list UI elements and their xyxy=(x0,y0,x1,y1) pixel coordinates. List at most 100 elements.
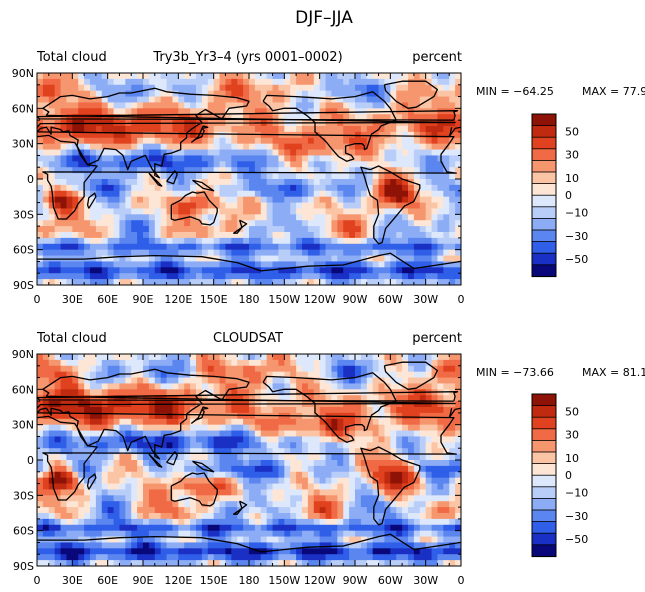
top-field-cell xyxy=(437,196,444,203)
top-field-cell xyxy=(190,126,197,133)
bottom-field-cell xyxy=(272,371,279,378)
top-field-cell xyxy=(455,167,462,174)
top-field-cell xyxy=(266,108,273,115)
top-field-cell xyxy=(196,243,203,251)
bottom-field-cell xyxy=(437,471,444,479)
top-field-cell xyxy=(325,173,332,180)
bottom-field-cell xyxy=(384,371,391,378)
top-field-cell xyxy=(437,202,444,209)
bottom-field-cell xyxy=(290,465,297,473)
top-field-cell xyxy=(449,261,456,268)
top-field-cell xyxy=(184,102,191,109)
bottom-field-cell xyxy=(319,395,326,402)
bottom-field-cell xyxy=(225,460,232,467)
bottom-field-cell xyxy=(337,377,344,384)
bottom-field-cell xyxy=(178,430,185,437)
top-field-cell xyxy=(396,190,403,198)
top-field-cell xyxy=(78,84,85,92)
top-field-cell xyxy=(243,184,250,192)
bottom-field-cell xyxy=(249,501,256,508)
top-field-cell xyxy=(201,149,209,156)
bottom-field-cell xyxy=(90,359,97,367)
bottom-field-cell xyxy=(66,454,73,461)
top-field-cell xyxy=(266,255,273,262)
bottom-field-cell xyxy=(154,477,162,484)
top-field-cell xyxy=(331,273,338,280)
top-field-cell xyxy=(325,161,332,168)
bottom-field-cell xyxy=(125,371,132,378)
top-field-cell xyxy=(78,102,85,109)
bottom-field-cell xyxy=(213,454,220,461)
bottom-field-cell xyxy=(54,524,61,532)
bottom-field-cell xyxy=(219,354,226,361)
top-field-cell xyxy=(390,161,397,168)
top-field-cell xyxy=(60,90,67,97)
top-field-cell xyxy=(249,179,256,186)
bottom-field-cell xyxy=(260,371,268,378)
top-field-cell xyxy=(390,78,397,86)
top-field-cell xyxy=(254,84,262,92)
bottom-field-cell xyxy=(48,495,56,502)
top-field-cell xyxy=(225,143,232,150)
top-field-cell xyxy=(372,214,379,221)
bottom-field-cell xyxy=(296,448,303,455)
top-field-cell xyxy=(125,267,132,274)
top-field-cell xyxy=(331,202,338,209)
bottom-field-cell xyxy=(425,395,432,402)
top-field-cell xyxy=(402,137,409,145)
bottom-field-cell xyxy=(278,471,285,479)
top-field-cell xyxy=(137,243,144,251)
top-field-cell xyxy=(219,90,226,97)
bottom-field-cell xyxy=(84,471,91,479)
bottom-field-cell xyxy=(443,377,450,384)
top-field-cell xyxy=(84,214,91,221)
top-field-cell xyxy=(313,114,321,121)
bottom-field-cell xyxy=(355,395,362,402)
bottom-field-cell xyxy=(307,436,315,443)
top-field-cell xyxy=(207,220,215,227)
bottom-field-cell xyxy=(54,501,61,508)
bottom-field-cell xyxy=(284,371,291,378)
bottom-field-cell xyxy=(260,477,268,484)
top-field-cell xyxy=(307,255,315,262)
top-field-cell xyxy=(319,161,326,168)
top-field-cell xyxy=(378,202,385,209)
bottom-field-cell xyxy=(225,518,232,526)
bottom-field-cell xyxy=(60,471,67,479)
top-field-cell xyxy=(166,184,173,192)
top-field-cell xyxy=(343,273,350,280)
bottom-field-cell xyxy=(296,359,303,367)
top-field-cell xyxy=(443,78,450,86)
bottom-field-cell xyxy=(184,430,191,437)
top-field-cell xyxy=(266,226,273,233)
top-field-cell xyxy=(272,232,279,239)
top-field-cell xyxy=(172,149,179,156)
top-field-cell xyxy=(443,214,450,221)
top-field-cell xyxy=(54,108,61,115)
top-field-cell xyxy=(331,78,338,86)
top-field-cell xyxy=(201,273,209,280)
bottom-field-cell xyxy=(84,465,91,473)
top-field-cell xyxy=(207,196,215,203)
top-field-cell xyxy=(396,214,403,221)
top-field-cell xyxy=(360,137,368,145)
top-field-cell xyxy=(54,196,61,203)
bottom-field-cell xyxy=(425,465,432,473)
bottom-field-cell xyxy=(125,418,132,426)
bottom-field-cell xyxy=(154,359,162,367)
top-field-cell xyxy=(296,84,303,92)
bottom-field-cell xyxy=(296,530,303,537)
bottom-field-cell xyxy=(48,530,56,537)
bottom-field-cell xyxy=(425,412,432,420)
top-field-cell xyxy=(184,167,191,174)
bottom-field-cell xyxy=(384,507,391,514)
top-coastline xyxy=(233,219,248,234)
top-field-cell xyxy=(402,161,409,168)
top-field-cell xyxy=(60,167,67,174)
top-field-cell xyxy=(90,73,97,80)
top-field-cell xyxy=(408,232,415,239)
top-field-cell xyxy=(60,273,67,280)
top-field-cell xyxy=(72,90,79,97)
bottom-field-cell xyxy=(237,354,244,361)
top-field-cell xyxy=(48,232,56,239)
